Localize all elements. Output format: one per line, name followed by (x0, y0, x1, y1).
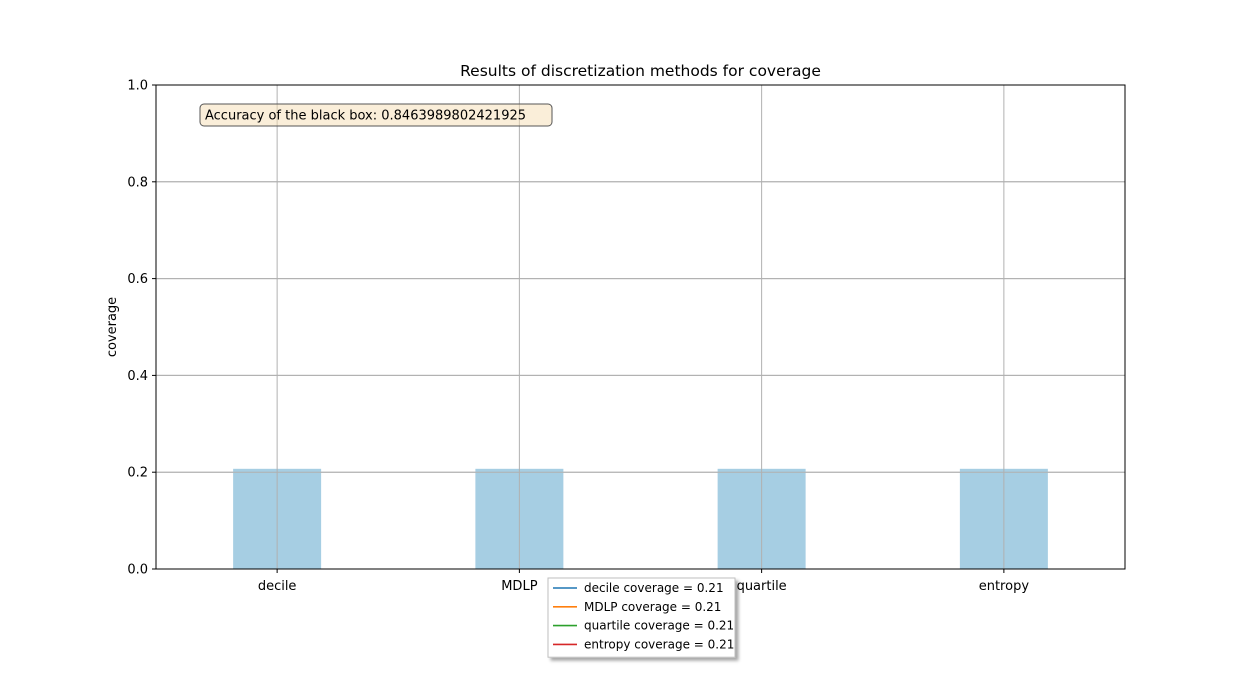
y-tick-label: 0.0 (127, 563, 148, 578)
y-tick-label: 1.0 (127, 79, 148, 94)
legend-entry-label: entropy coverage = 0.21 (584, 637, 734, 651)
annotation-box: Accuracy of the black box: 0.84639898024… (199, 103, 553, 127)
x-tick-label-quartile: quartile (737, 579, 787, 594)
annotation-text: Accuracy of the black box: 0.84639898024… (205, 109, 526, 124)
legend-frame (547, 577, 736, 658)
y-tick-label: 0.4 (127, 369, 148, 384)
x-axis-ticks: decile MDLP quartile entropy (258, 569, 1030, 594)
y-tick-label: 0.6 (127, 272, 148, 287)
x-tick-label-decile: decile (258, 579, 297, 594)
bars (156, 85, 1125, 569)
legend-entry-label: quartile coverage = 0.21 (584, 619, 734, 633)
legend-entry-label: decile coverage = 0.21 (584, 581, 724, 595)
legend-entry-label: MDLP coverage = 0.21 (584, 600, 721, 614)
plot-frame (155, 84, 1126, 570)
y-axis-label: coverage (105, 297, 120, 357)
y-tick-label: 0.8 (127, 175, 148, 190)
y-tick-label: 0.2 (127, 466, 148, 481)
y-axis-ticks: 0.0 0.2 0.4 0.6 0.8 1.0 (127, 79, 156, 578)
legend: decile coverage = 0.21 MDLP coverage = 0.… (547, 577, 736, 658)
x-tick-label-entropy: entropy (979, 579, 1030, 594)
chart-title: Results of discretization methods for co… (460, 62, 821, 80)
x-tick-label-mdlp: MDLP (501, 579, 537, 594)
